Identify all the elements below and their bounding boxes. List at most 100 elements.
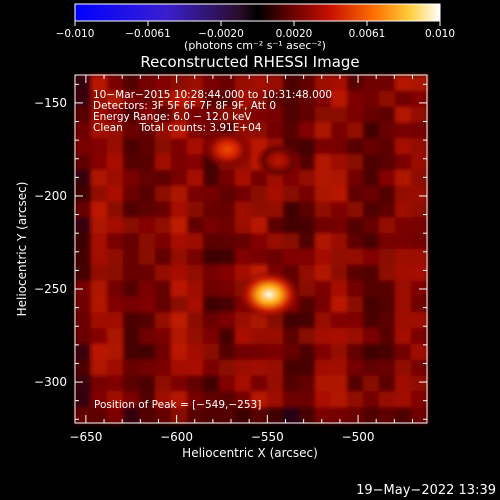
heatmap-cell [315, 264, 332, 282]
heatmap-cell [91, 264, 108, 282]
heatmap-cell [139, 90, 156, 108]
heatmap-cell [187, 264, 204, 282]
heatmap-cell [267, 375, 284, 392]
heatmap-cell [299, 375, 316, 392]
heatmap-cell [107, 75, 124, 92]
heatmap-cell [123, 185, 140, 203]
heatmap-cell [75, 106, 92, 124]
heatmap-cell [363, 169, 380, 187]
heatmap-cell [139, 359, 156, 377]
heatmap-cell [395, 75, 412, 92]
heatmap-cell [411, 233, 428, 250]
heatmap-cell [219, 312, 236, 329]
colorbar-ticks: −0.010 −0.0061 −0.0020 0.0020 0.0061 0.010 [56, 21, 455, 40]
heatmap-cell [283, 233, 300, 250]
heatmap-cell [155, 201, 172, 218]
heatmap-cell [315, 201, 332, 218]
heatmap-cell [299, 217, 316, 234]
heatmap-cell [91, 343, 108, 361]
heatmap-image: −650 −600 −550 −500 −150 −200 −250 −300 [34, 74, 428, 444]
heatmap-cell [203, 233, 220, 250]
info-line-energy: Energy Range: 6.0 − 12.0 keV [93, 111, 252, 123]
heatmap-cell [283, 217, 300, 234]
heatmap-cell [171, 90, 188, 108]
heatmap-cell [123, 201, 140, 218]
heatmap-cell [363, 296, 380, 313]
colorbar-tick-label: 0.0020 [276, 28, 313, 40]
heatmap-cell [347, 280, 364, 298]
heatmap-cell [251, 201, 268, 218]
heatmap-cell [219, 391, 236, 408]
heatmap-cell [139, 154, 156, 171]
heatmap-cell [411, 264, 428, 282]
heatmap-cell [171, 75, 188, 92]
heatmap-cell [411, 391, 428, 408]
heatmap-cell [299, 343, 316, 361]
heatmap-cell [363, 328, 380, 345]
heatmap-cell [203, 391, 220, 408]
heatmap-cell [91, 280, 108, 298]
heatmap-cell [251, 122, 268, 139]
heatmap-cell [315, 185, 332, 203]
heatmap-cell [379, 75, 396, 92]
heatmap-cell [203, 185, 220, 203]
heatmap-cell [299, 391, 316, 408]
heatmap-cell [267, 249, 284, 266]
heatmap-cell [91, 169, 108, 187]
heatmap-cell [235, 217, 252, 234]
heatmap-cell [123, 233, 140, 250]
heatmap-cell [91, 359, 108, 377]
heatmap-cell [331, 296, 348, 313]
heatmap-cell [251, 343, 268, 361]
heatmap-cell [411, 106, 428, 124]
heatmap-cell [411, 201, 428, 218]
heatmap-cell [251, 328, 268, 345]
heatmap-cell [347, 249, 364, 266]
heatmap-cell [139, 138, 156, 155]
heatmap-cell [171, 375, 188, 392]
heatmap-cell [363, 122, 380, 139]
heatmap-cell [363, 264, 380, 282]
heatmap-cell [331, 201, 348, 218]
heatmap-cell [123, 249, 140, 266]
heatmap-cell [411, 407, 428, 424]
heatmap-cell [315, 122, 332, 139]
heatmap-cell [251, 391, 268, 408]
heatmap-cell [203, 169, 220, 187]
heatmap-cell [107, 391, 124, 408]
heatmap-cell [139, 169, 156, 187]
colorbar-tick-label: 0.010 [425, 28, 455, 40]
heatmap-cell [171, 138, 188, 155]
heatmap-cell [203, 359, 220, 377]
heatmap-cell [187, 407, 204, 424]
heatmap-cell [203, 75, 220, 92]
heatmap-cell [251, 233, 268, 250]
heatmap-cell [75, 138, 92, 155]
heatmap-cell [155, 185, 172, 203]
heatmap-cell [139, 122, 156, 139]
heatmap-cell [251, 249, 268, 266]
heatmap-cell [315, 375, 332, 392]
heatmap-cell [363, 233, 380, 250]
heatmap-cell [235, 407, 252, 424]
heatmap-cell [411, 122, 428, 139]
heatmap-cell [363, 154, 380, 171]
heatmap-cell [107, 122, 124, 139]
heatmap-cell [155, 343, 172, 361]
heatmap-cell [283, 391, 300, 408]
heatmap-cell [267, 359, 284, 377]
heatmap-cell [315, 217, 332, 234]
heatmap-cell [155, 264, 172, 282]
heatmap-cell [299, 407, 316, 424]
heatmap-cell [315, 280, 332, 298]
heatmap-cell [91, 122, 108, 139]
heatmap-cell [267, 328, 284, 345]
heatmap-cell [155, 217, 172, 234]
heatmap-cell [347, 312, 364, 329]
axis-ticks: −650 −600 −550 −500 −150 −200 −250 −300 [34, 75, 427, 444]
heatmap-cell [155, 154, 172, 171]
heatmap-cell [299, 249, 316, 266]
heatmap-cell [123, 154, 140, 171]
heatmap-cell [299, 312, 316, 329]
heatmap-cell [139, 249, 156, 266]
